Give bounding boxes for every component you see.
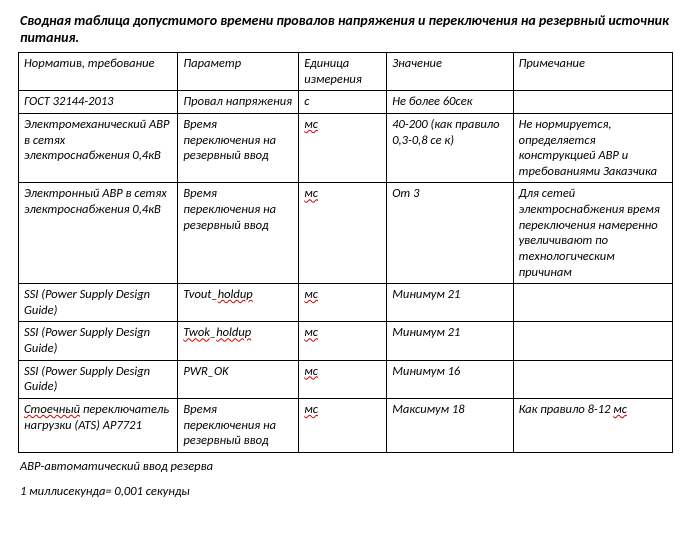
table-row: SSI (Power Supply Design Guide) Twok_hol… [19,322,673,360]
spell-error: holdup [218,287,253,302]
footnote-ms: 1 миллисекунда= 0,001 секунды [20,484,677,499]
cell-param: PWR_OK [178,360,299,398]
spell-error: Twok [183,325,210,340]
spell-error: holdup [216,325,251,340]
cell-note [513,360,672,398]
table-row: Электромеханический АВР в сетях электрос… [19,113,673,183]
cell-norm: Стоечный переключатель нагрузки (ATS) AP… [19,398,178,452]
table-row: SSI (Power Supply Design Guide) PWR_OK м… [19,360,673,398]
cell-norm: SSI (Power Supply Design Guide) [19,360,178,398]
cell-param: Twok_holdup [178,322,299,360]
cell-norm: Электронный АВР в сетях электроснабжения… [19,183,178,284]
cell-norm: SSI (Power Supply Design Guide) [19,322,178,360]
cell-unit: мс [299,360,387,398]
cell-value: Не более 60сек [387,91,513,114]
cell-param: Провал напряжения [178,91,299,114]
table-row: Электронный АВР в сетях электроснабжения… [19,183,673,284]
col-header-norm: Норматив, требование [19,53,178,91]
cell-unit: мс [299,322,387,360]
cell-unit: мс [299,398,387,452]
cell-value: Минимум 21 [387,284,513,322]
cell-note [513,322,672,360]
table-row: Стоечный переключатель нагрузки (ATS) AP… [19,398,673,452]
cell-note: Как правило 8-12 мс [513,398,672,452]
cell-unit: мс [299,284,387,322]
cell-unit: мс [299,113,387,183]
cell-note [513,91,672,114]
param-part: Tvout [183,287,211,302]
table-row: SSI (Power Supply Design Guide) Tvout_ho… [19,284,673,322]
cell-param: Время переключения на резервный ввод [178,183,299,284]
spell-error: мс [613,402,627,417]
table-header-row: Норматив, требование Параметр Единица из… [19,53,673,91]
col-header-unit: Единица измерения [299,53,387,91]
cell-param: Время переключения на резервный ввод [178,398,299,452]
cell-value: Минимум 21 [387,322,513,360]
page-title: Сводная таблица допустимого времени пров… [20,12,677,46]
cell-param: Tvout_holdup [178,284,299,322]
cell-norm: SSI (Power Supply Design Guide) [19,284,178,322]
cell-note: Для сетей электроснабжения время переклю… [513,183,672,284]
summary-table: Норматив, требование Параметр Единица из… [18,52,673,453]
spell-error: мс [304,287,318,302]
spell-error: мс [304,186,318,201]
spell-error: мс [304,117,318,132]
cell-unit: мс [299,183,387,284]
cell-value: Минимум 16 [387,360,513,398]
cell-unit: с [299,91,387,114]
table-row: ГОСТ 32144-2013 Провал напряжения с Не б… [19,91,673,114]
cell-norm: Электромеханический АВР в сетях электрос… [19,113,178,183]
cell-note: Не нормируется, определяется конструкцие… [513,113,672,183]
cell-param: Время переключения на резервный ввод [178,113,299,183]
cell-value: Максимум 18 [387,398,513,452]
cell-value: От 3 [387,183,513,284]
col-header-note: Примечание [513,53,672,91]
col-header-value: Значение [387,53,513,91]
spell-error: мс [304,364,318,379]
spell-error: мс [304,402,318,417]
footnote-avr: АВР-автоматический ввод резерва [20,459,677,474]
cell-value: 40-200 (как правило 0,3-0,8 се к) [387,113,513,183]
col-header-param: Параметр [178,53,299,91]
spell-error: Стоечный [24,402,80,417]
cell-norm: ГОСТ 32144-2013 [19,91,178,114]
cell-note [513,284,672,322]
note-part: Как правило 8-12 [519,402,614,417]
spell-error: мс [304,325,318,340]
